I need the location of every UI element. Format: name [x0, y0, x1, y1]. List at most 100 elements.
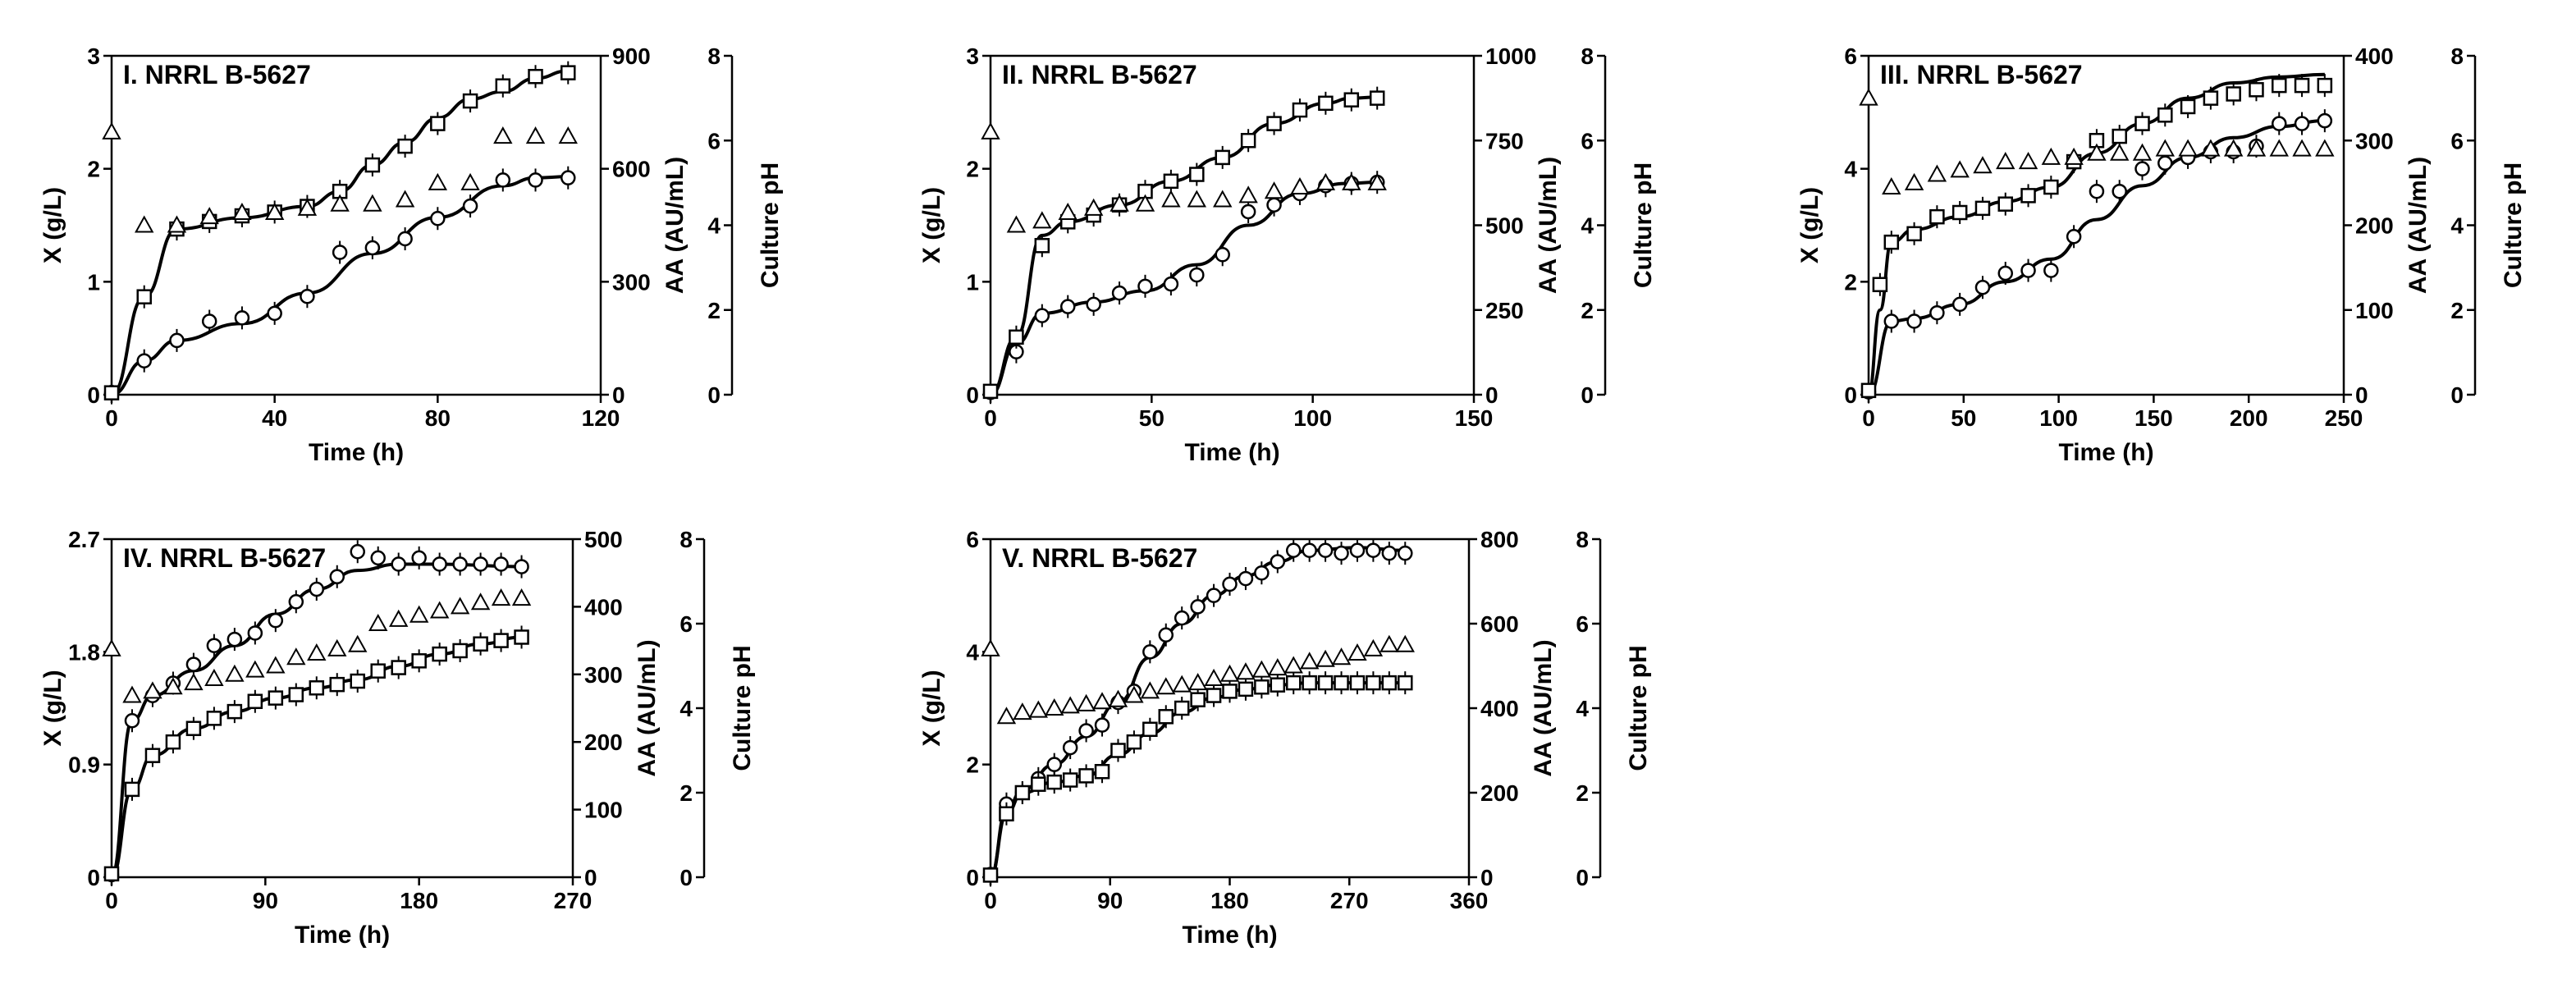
data-point-biomass	[1111, 285, 1128, 301]
data-point-biomass	[432, 556, 447, 572]
data-point-activity	[226, 703, 243, 720]
data-point-ph	[2087, 143, 2107, 161]
y2-tick-label: 500	[584, 527, 623, 552]
y-tick-label: 0.9	[68, 752, 100, 778]
data-point-activity	[1292, 102, 1308, 118]
data-point-ph	[102, 121, 121, 140]
data-point-biomass	[136, 353, 152, 368]
y3-tick-label: 2	[2450, 298, 2464, 323]
data-point-biomass	[1062, 739, 1078, 756]
data-point-biomass	[1883, 313, 1900, 329]
data-point-ph	[1187, 673, 1208, 691]
data-point-ph	[470, 592, 491, 611]
data-point-ph	[348, 634, 368, 652]
data-point-ph	[232, 202, 252, 221]
data-point-biomass	[1046, 757, 1062, 772]
data-point-ph	[2178, 139, 2198, 157]
data-point-biomass	[1334, 545, 1349, 561]
data-point-activity	[2317, 77, 2333, 94]
data-point-biomass	[2134, 161, 2150, 176]
data-point-ph	[1315, 172, 1336, 190]
y2-tick-label: 0	[584, 865, 597, 890]
data-point-biomass	[2157, 155, 2173, 172]
data-point-ph	[1238, 185, 1258, 204]
data-point-biomass	[268, 612, 284, 629]
y-tick-label: 0	[966, 382, 979, 408]
data-point-ph	[1290, 176, 1310, 195]
fit-line-aa	[1867, 72, 2325, 396]
data-point-biomass	[493, 556, 509, 572]
data-point-biomass	[1398, 545, 1413, 561]
data-point-activity	[432, 646, 447, 662]
data-point-ph	[297, 198, 318, 216]
panel-title: III. NRRL B-5627	[1880, 60, 2083, 89]
data-point-ph	[1076, 693, 1096, 711]
data-point-activity	[1078, 768, 1094, 784]
data-point-ph	[2223, 139, 2244, 157]
data-point-biomass	[2272, 116, 2287, 131]
y3-tick-label: 4	[1576, 696, 1589, 721]
x-axis-label: Time (h)	[295, 922, 390, 949]
y3-tick-label: 8	[2450, 43, 2464, 69]
data-point-ph	[1363, 638, 1384, 656]
data-point-activity	[103, 866, 120, 882]
data-point-biomass	[247, 625, 263, 641]
data-point-activity	[2226, 86, 2241, 102]
data-point-ph	[1060, 696, 1080, 714]
data-point-activity	[103, 385, 120, 400]
y3-tick-label: 4	[707, 213, 721, 239]
y2-tick-label: 200	[584, 730, 623, 755]
panel-title: IV. NRRL B-5627	[123, 543, 326, 573]
data-point-ph	[1124, 685, 1144, 703]
data-point-activity	[1240, 133, 1256, 149]
data-point-activity	[1343, 92, 1360, 107]
x-tick-label: 0	[984, 888, 997, 913]
data-point-activity	[2157, 107, 2173, 123]
y3-tick-label: 2	[707, 298, 721, 323]
y3-tick-label: 4	[1581, 213, 1594, 239]
data-point-ph	[1347, 643, 1367, 661]
data-point-activity	[124, 781, 140, 798]
data-point-biomass	[234, 310, 250, 326]
data-point-biomass	[1137, 278, 1153, 295]
y3-tick-label: 8	[707, 43, 721, 69]
data-point-biomass	[2294, 116, 2310, 131]
x-tick-label: 250	[2325, 405, 2363, 431]
data-point-ph	[122, 685, 142, 703]
data-point-activity	[2203, 90, 2219, 106]
data-point-activity	[1031, 776, 1046, 792]
data-point-ph	[2269, 139, 2289, 157]
y3-axis-label: Culture pH	[1625, 645, 1652, 771]
data-point-ph	[1172, 675, 1192, 693]
data-point-biomass	[1206, 588, 1222, 603]
data-point-activity	[2180, 98, 2196, 115]
data-point-ph	[1045, 698, 1064, 716]
data-point-activity	[391, 660, 406, 675]
x-tick-label: 50	[1951, 405, 1976, 431]
data-point-ph	[1032, 211, 1052, 229]
data-point-ph	[2110, 143, 2130, 161]
data-point-ph	[1140, 681, 1160, 699]
data-point-activity	[1285, 675, 1302, 691]
x-tick-label: 100	[2039, 405, 2078, 431]
data-point-ph	[2132, 143, 2153, 161]
data-point-biomass	[1094, 717, 1110, 733]
data-point-ph	[981, 638, 1000, 656]
x-tick-label: 40	[262, 405, 287, 431]
data-point-activity	[1883, 234, 1900, 250]
y3-tick-label: 4	[2450, 213, 2464, 239]
data-point-activity	[528, 68, 543, 85]
y2-tick-label: 400	[1480, 696, 1519, 721]
data-point-ph	[204, 668, 224, 686]
data-point-biomass	[1240, 204, 1256, 220]
x-axis-label: Time (h)	[309, 439, 404, 466]
data-point-ph	[1380, 634, 1399, 652]
data-point-biomass	[430, 210, 446, 226]
data-point-activity	[1110, 743, 1126, 758]
data-point-ph	[1996, 152, 2016, 170]
data-point-biomass	[1158, 627, 1174, 643]
y2-tick-label: 900	[612, 43, 651, 69]
data-point-biomass	[124, 713, 140, 729]
data-point-ph	[1219, 664, 1240, 682]
